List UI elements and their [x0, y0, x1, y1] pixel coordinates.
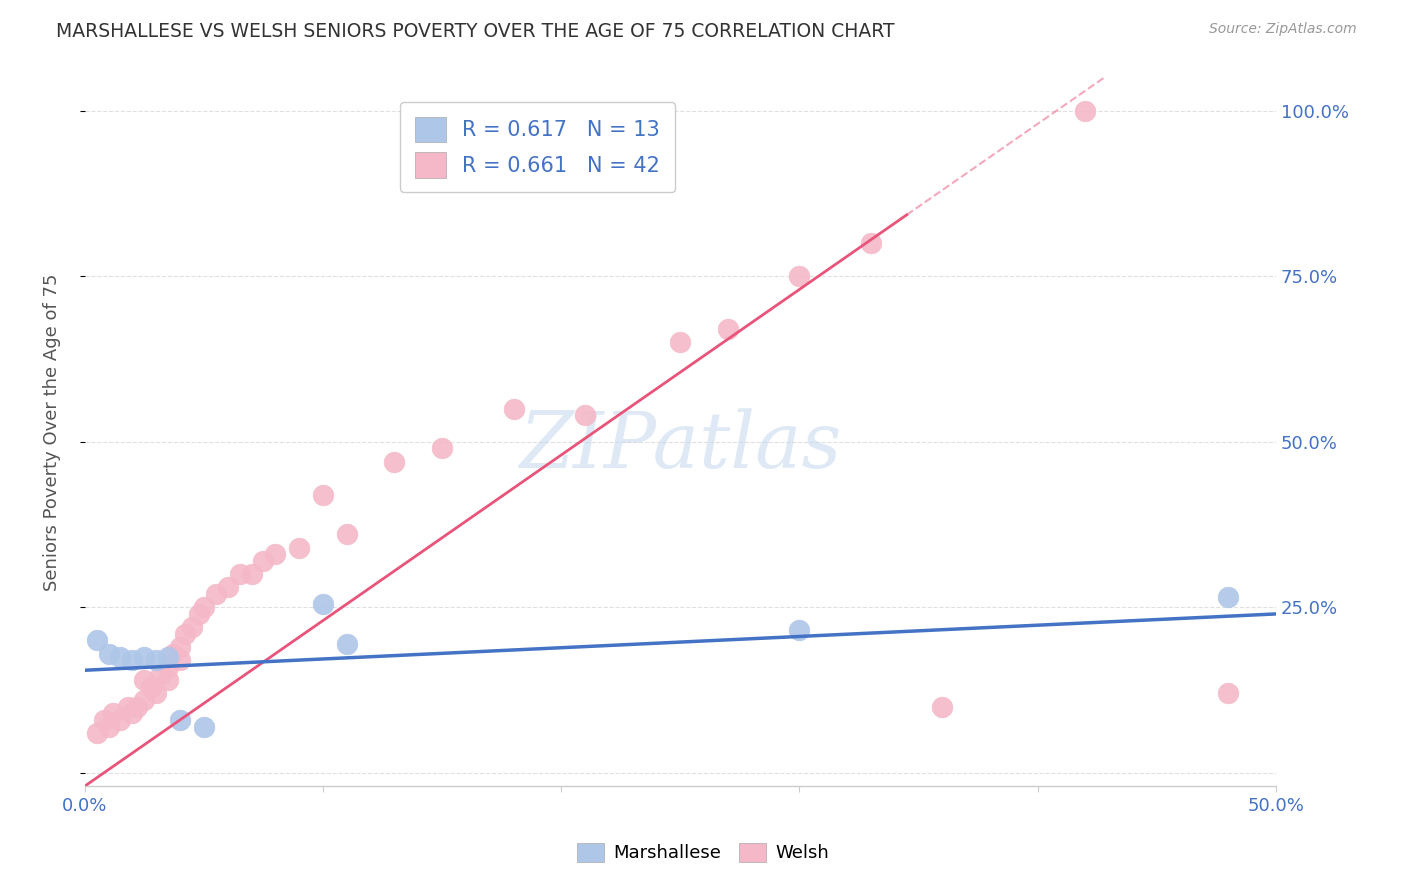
Point [931, 699, 953, 714]
Point [336, 527, 359, 541]
Point [169, 640, 191, 654]
Point [264, 547, 287, 561]
Point [384, 454, 406, 468]
Y-axis label: Seniors Poverty Over the Age of 75: Seniors Poverty Over the Age of 75 [44, 273, 60, 591]
Text: MARSHALLESE VS WELSH SENIORS POVERTY OVER THE AGE OF 75 CORRELATION CHART: MARSHALLESE VS WELSH SENIORS POVERTY OVE… [56, 22, 894, 41]
Point [228, 567, 250, 582]
Point [121, 706, 143, 721]
Text: Source: ZipAtlas.com: Source: ZipAtlas.com [1209, 22, 1357, 37]
Point [117, 699, 139, 714]
Point [1074, 103, 1097, 118]
Point [240, 567, 263, 582]
Point [141, 680, 163, 694]
Point [717, 322, 740, 336]
Point [204, 587, 226, 601]
Point [157, 650, 180, 665]
Point [110, 650, 132, 665]
Point [97, 647, 120, 661]
Point [288, 541, 311, 555]
Point [669, 335, 692, 350]
Point [789, 624, 811, 638]
Point [1218, 591, 1240, 605]
Point [110, 713, 132, 727]
Legend: Marshallese, Welsh: Marshallese, Welsh [569, 836, 837, 870]
Text: ZIPatlas: ZIPatlas [519, 408, 842, 484]
Point [134, 650, 156, 665]
Point [789, 269, 811, 284]
Point [574, 409, 596, 423]
Point [181, 620, 204, 634]
Point [127, 699, 149, 714]
Point [162, 647, 184, 661]
Point [173, 627, 195, 641]
Point [1218, 686, 1240, 700]
Point [336, 637, 359, 651]
Point [169, 713, 191, 727]
Point [103, 706, 125, 721]
Point [169, 653, 191, 667]
Point [134, 693, 156, 707]
Point [859, 235, 882, 250]
Point [145, 653, 167, 667]
Point [193, 719, 215, 733]
Point [430, 442, 453, 456]
Point [188, 607, 211, 621]
Legend: R = 0.617   N = 13, R = 0.661   N = 42: R = 0.617 N = 13, R = 0.661 N = 42 [399, 102, 675, 193]
Point [149, 666, 172, 681]
Point [312, 597, 335, 611]
Point [502, 401, 524, 416]
Point [97, 719, 120, 733]
Point [217, 581, 239, 595]
Point [86, 633, 108, 648]
Point [193, 600, 215, 615]
Point [312, 488, 335, 502]
Point [86, 726, 108, 740]
Point [252, 554, 274, 568]
Point [145, 686, 167, 700]
Point [134, 673, 156, 688]
Point [121, 653, 143, 667]
Point [93, 713, 115, 727]
Point [157, 660, 180, 674]
Point [157, 673, 180, 688]
